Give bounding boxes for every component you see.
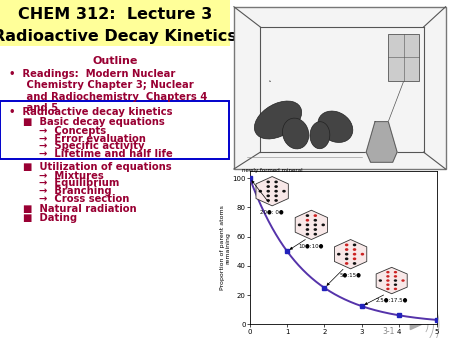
Ellipse shape xyxy=(337,253,341,256)
Ellipse shape xyxy=(353,253,356,256)
Ellipse shape xyxy=(310,122,330,149)
Ellipse shape xyxy=(274,199,278,202)
Ellipse shape xyxy=(254,101,302,139)
Ellipse shape xyxy=(306,228,309,231)
Text: →  Mixtures: → Mixtures xyxy=(39,171,104,181)
Text: ■  Natural radiation: ■ Natural radiation xyxy=(23,204,137,214)
Ellipse shape xyxy=(345,243,348,246)
Ellipse shape xyxy=(386,271,390,273)
Polygon shape xyxy=(295,210,328,240)
Text: ■  Utilization of equations: ■ Utilization of equations xyxy=(23,162,171,172)
Ellipse shape xyxy=(283,118,309,149)
Ellipse shape xyxy=(314,233,317,236)
FancyBboxPatch shape xyxy=(0,0,230,46)
Text: newly formed mineral: newly formed mineral xyxy=(242,168,302,173)
Ellipse shape xyxy=(394,275,397,277)
Ellipse shape xyxy=(259,190,262,193)
Ellipse shape xyxy=(353,248,356,251)
Ellipse shape xyxy=(394,288,397,290)
Ellipse shape xyxy=(394,271,397,273)
Text: 10●:10●: 10●:10● xyxy=(299,243,324,248)
Ellipse shape xyxy=(345,258,348,260)
Ellipse shape xyxy=(386,279,390,282)
Ellipse shape xyxy=(353,258,356,260)
Ellipse shape xyxy=(314,228,317,231)
Text: →  Cross section: → Cross section xyxy=(39,194,130,204)
FancyBboxPatch shape xyxy=(234,7,446,169)
Ellipse shape xyxy=(274,194,278,197)
Ellipse shape xyxy=(298,223,302,226)
Ellipse shape xyxy=(345,253,348,256)
Text: →  Equilibrium: → Equilibrium xyxy=(39,178,119,189)
Y-axis label: Proportion of parent atoms
remaining: Proportion of parent atoms remaining xyxy=(220,205,231,290)
Ellipse shape xyxy=(266,199,270,202)
Text: •  Radioactive decay kinetics: • Radioactive decay kinetics xyxy=(9,107,173,118)
Polygon shape xyxy=(410,319,421,330)
Text: Radioactive Decay Kinetics: Radioactive Decay Kinetics xyxy=(0,29,237,44)
Polygon shape xyxy=(376,267,407,294)
Polygon shape xyxy=(366,122,397,162)
Text: ■  Basic decay equations: ■ Basic decay equations xyxy=(23,117,165,127)
Ellipse shape xyxy=(394,284,397,286)
Ellipse shape xyxy=(266,185,270,188)
Ellipse shape xyxy=(360,253,364,256)
Ellipse shape xyxy=(401,279,405,282)
Ellipse shape xyxy=(274,185,278,188)
Ellipse shape xyxy=(306,233,309,236)
Text: CHEM 312:  Lecture 3: CHEM 312: Lecture 3 xyxy=(18,7,212,22)
Ellipse shape xyxy=(378,279,382,282)
Text: →  Specific activity: → Specific activity xyxy=(39,141,144,151)
Text: →  Error evaluation: → Error evaluation xyxy=(39,134,146,144)
Text: →  Lifetime and half life: → Lifetime and half life xyxy=(39,149,173,159)
Ellipse shape xyxy=(314,214,317,217)
Ellipse shape xyxy=(266,194,270,197)
Ellipse shape xyxy=(306,214,309,217)
Polygon shape xyxy=(256,176,288,206)
Text: 5●:15●: 5●:15● xyxy=(340,272,361,277)
Ellipse shape xyxy=(314,219,317,222)
Ellipse shape xyxy=(353,262,356,265)
Ellipse shape xyxy=(386,288,390,290)
Ellipse shape xyxy=(306,223,309,226)
Ellipse shape xyxy=(282,190,286,193)
Text: →  Branching: → Branching xyxy=(39,186,112,196)
Ellipse shape xyxy=(306,219,309,222)
Ellipse shape xyxy=(386,284,390,286)
Polygon shape xyxy=(334,240,367,269)
Text: 𝅘𝅥𝅮: 𝅘𝅥𝅮 xyxy=(269,80,272,81)
Ellipse shape xyxy=(266,190,270,193)
Text: 2.5●:17.5●: 2.5●:17.5● xyxy=(375,297,408,302)
Text: 20●: 0●: 20●: 0● xyxy=(261,210,284,215)
Ellipse shape xyxy=(345,262,348,265)
Text: Outline: Outline xyxy=(92,56,137,66)
Ellipse shape xyxy=(345,248,348,251)
Text: →  Concepts: → Concepts xyxy=(39,126,106,136)
Ellipse shape xyxy=(274,180,278,183)
Ellipse shape xyxy=(394,279,397,282)
Ellipse shape xyxy=(386,275,390,277)
Ellipse shape xyxy=(321,223,325,226)
X-axis label: Time units (1 unit=1 half-life): Time units (1 unit=1 half-life) xyxy=(291,337,395,338)
FancyBboxPatch shape xyxy=(388,34,419,81)
Ellipse shape xyxy=(353,243,356,246)
Ellipse shape xyxy=(266,180,270,183)
Text: ■  Dating: ■ Dating xyxy=(23,213,77,223)
Text: 3-1: 3-1 xyxy=(382,328,395,336)
Text: •  Readings:  Modern Nuclear
     Chemistry Chapter 3; Nuclear
     and Radioche: • Readings: Modern Nuclear Chemistry Cha… xyxy=(9,69,207,114)
Ellipse shape xyxy=(274,190,278,193)
Ellipse shape xyxy=(314,223,317,226)
Ellipse shape xyxy=(318,111,353,142)
